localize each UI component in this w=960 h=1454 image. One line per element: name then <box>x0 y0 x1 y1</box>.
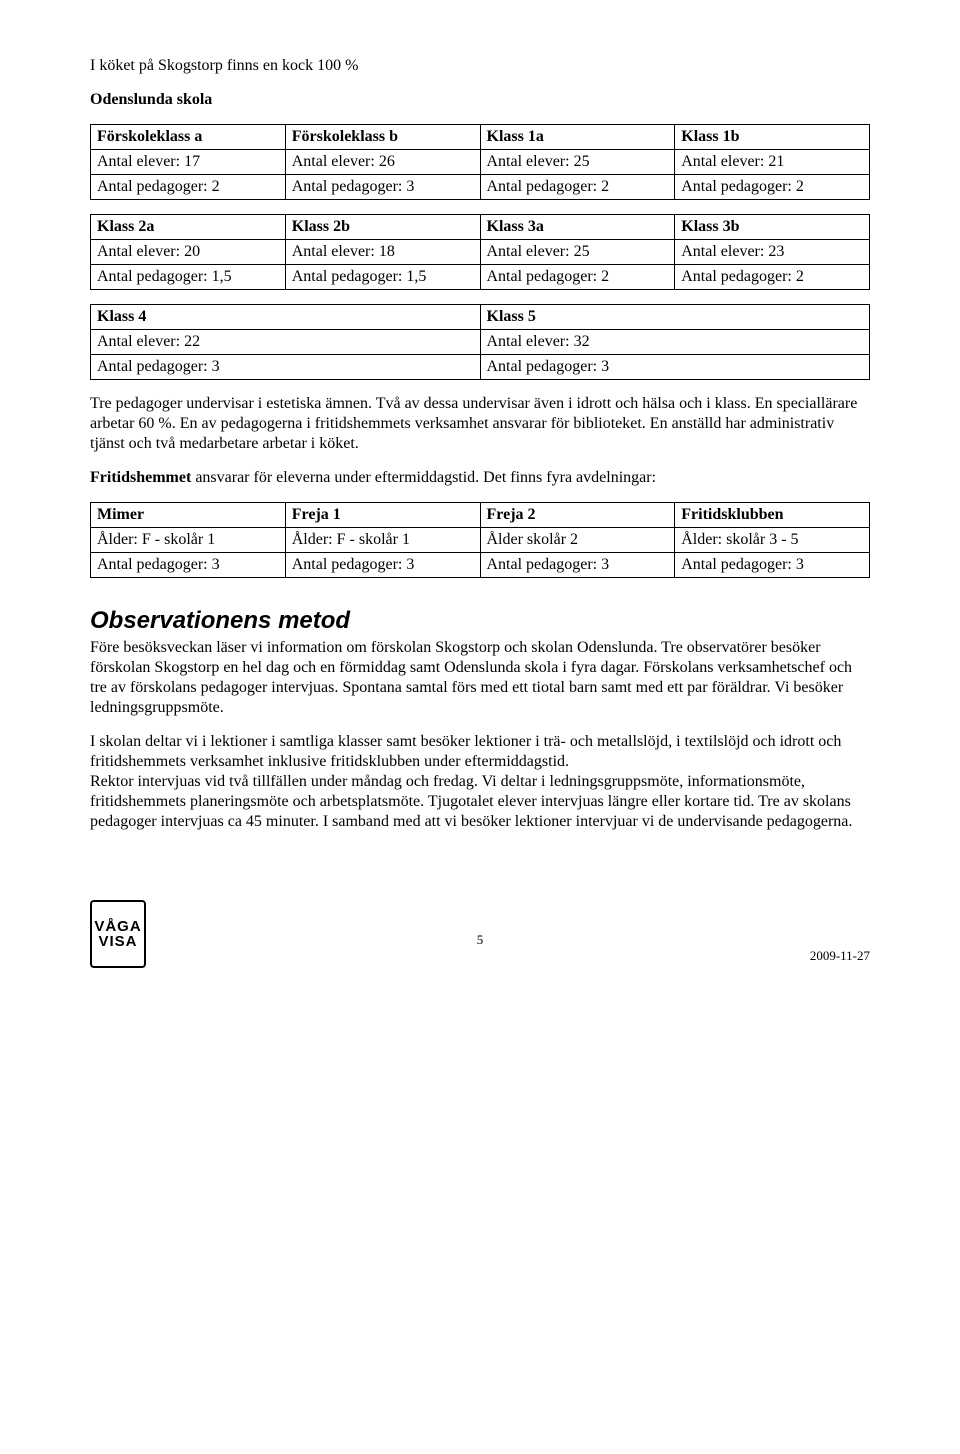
cell: Antal pedagoger: 3 <box>675 553 870 578</box>
cell: Antal pedagoger: 3 <box>91 553 286 578</box>
cell: Antal elever: 23 <box>675 240 870 265</box>
table-row: Klass 2a Klass 2b Klass 3a Klass 3b <box>91 215 870 240</box>
cell: Ålder: F - skolår 1 <box>91 528 286 553</box>
footer-date: 2009-11-27 <box>810 948 870 964</box>
table-row: Antal elever: 20 Antal elever: 18 Antal … <box>91 240 870 265</box>
cell: Antal pedagoger: 1,5 <box>285 265 480 290</box>
page-number: 5 <box>90 932 870 948</box>
school-heading: Odenslunda skola <box>90 90 870 110</box>
obs-paragraph-3: Rektor intervjuas vid två tillfällen und… <box>90 772 870 832</box>
obs-paragraph-1: Före besöksveckan läser vi information o… <box>90 638 870 718</box>
table-row: Förskoleklass a Förskoleklass b Klass 1a… <box>91 125 870 150</box>
cell-head: Klass 3a <box>480 215 675 240</box>
fritid-bold: Fritidshemmet <box>90 469 191 486</box>
table-row: Mimer Freja 1 Freja 2 Fritidsklubben <box>91 503 870 528</box>
cell-head: Förskoleklass a <box>91 125 286 150</box>
cell-head: Klass 1b <box>675 125 870 150</box>
cell: Antal elever: 20 <box>91 240 286 265</box>
cell-head: Klass 3b <box>675 215 870 240</box>
cell: Ålder skolår 2 <box>480 528 675 553</box>
cell-head: Klass 5 <box>480 305 870 330</box>
cell: Antal pedagoger: 2 <box>675 265 870 290</box>
cell: Antal elever: 25 <box>480 240 675 265</box>
section-heading: Observationens metod <box>90 606 870 636</box>
cell: Antal elever: 25 <box>480 150 675 175</box>
logo-line-2: VISA <box>98 934 137 949</box>
cell: Antal pedagoger: 3 <box>285 175 480 200</box>
cell-head: Klass 1a <box>480 125 675 150</box>
obs-paragraph-2: I skolan deltar vi i lektioner i samtlig… <box>90 732 870 772</box>
vaga-visa-logo: VÅGA VISA <box>90 900 146 968</box>
cell: Antal elever: 18 <box>285 240 480 265</box>
table-2: Klass 2a Klass 2b Klass 3a Klass 3b Anta… <box>90 214 870 290</box>
cell: Antal elever: 17 <box>91 150 286 175</box>
cell-head: Förskoleklass b <box>285 125 480 150</box>
table-row: Ålder: F - skolår 1 Ålder: F - skolår 1 … <box>91 528 870 553</box>
table-3: Klass 4 Klass 5 Antal elever: 22 Antal e… <box>90 304 870 380</box>
cell-head: Klass 2b <box>285 215 480 240</box>
table-4: Mimer Freja 1 Freja 2 Fritidsklubben Åld… <box>90 502 870 578</box>
cell-head: Mimer <box>91 503 286 528</box>
table-row: Klass 4 Klass 5 <box>91 305 870 330</box>
cell: Antal pedagoger: 3 <box>480 355 870 380</box>
table-row: Antal elever: 22 Antal elever: 32 <box>91 330 870 355</box>
fritid-line: Fritidshemmet ansvarar för eleverna unde… <box>90 468 870 488</box>
table-row: Antal pedagoger: 2 Antal pedagoger: 3 An… <box>91 175 870 200</box>
cell: Antal pedagoger: 2 <box>480 265 675 290</box>
cell: Antal pedagoger: 2 <box>675 175 870 200</box>
cell: Antal pedagoger: 2 <box>91 175 286 200</box>
logo-line-1: VÅGA <box>94 919 141 934</box>
cell: Antal pedagoger: 1,5 <box>91 265 286 290</box>
cell-head: Klass 4 <box>91 305 481 330</box>
table-row: Antal pedagoger: 3 Antal pedagoger: 3 <box>91 355 870 380</box>
table-row: Antal pedagoger: 1,5 Antal pedagoger: 1,… <box>91 265 870 290</box>
cell-head: Klass 2a <box>91 215 286 240</box>
table-row: Antal pedagoger: 3 Antal pedagoger: 3 An… <box>91 553 870 578</box>
fritid-rest: ansvarar för eleverna under eftermiddags… <box>191 469 656 486</box>
cell: Antal pedagoger: 3 <box>480 553 675 578</box>
cell: Antal pedagoger: 2 <box>480 175 675 200</box>
cell-head: Fritidsklubben <box>675 503 870 528</box>
cell: Ålder: F - skolår 1 <box>285 528 480 553</box>
cell: Antal elever: 32 <box>480 330 870 355</box>
cell: Ålder: skolår 3 - 5 <box>675 528 870 553</box>
cell: Antal pedagoger: 3 <box>91 355 481 380</box>
cell-head: Freja 1 <box>285 503 480 528</box>
intro-line: I köket på Skogstorp finns en kock 100 % <box>90 56 870 76</box>
table-row: Antal elever: 17 Antal elever: 26 Antal … <box>91 150 870 175</box>
cell-head: Freja 2 <box>480 503 675 528</box>
table-1: Förskoleklass a Förskoleklass b Klass 1a… <box>90 124 870 200</box>
page-footer: VÅGA VISA 5 2009-11-27 <box>90 932 870 948</box>
cell: Antal pedagoger: 3 <box>285 553 480 578</box>
cell: Antal elever: 21 <box>675 150 870 175</box>
cell: Antal elever: 26 <box>285 150 480 175</box>
cell: Antal elever: 22 <box>91 330 481 355</box>
paragraph: Tre pedagoger undervisar i estetiska ämn… <box>90 394 870 454</box>
